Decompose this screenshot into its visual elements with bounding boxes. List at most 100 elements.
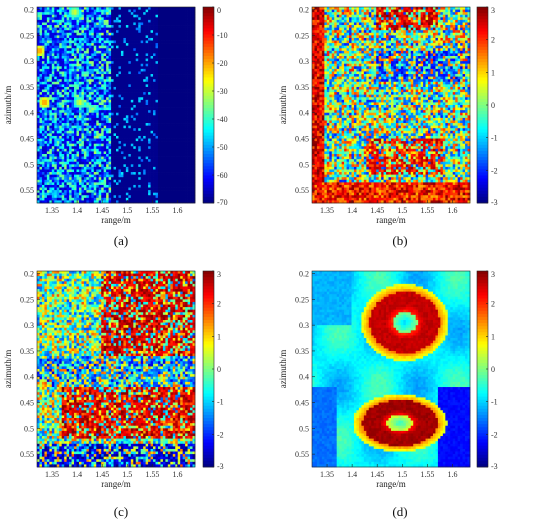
heatmap-cell [157, 9, 161, 13]
heatmap-cell [153, 79, 156, 83]
heatmap-cell [135, 84, 139, 88]
heatmap-cell [101, 135, 105, 139]
heatmap-cell [138, 177, 142, 181]
heatmap-cell [125, 89, 129, 93]
heatmap-cell [140, 84, 144, 88]
heatmap-cell [138, 7, 142, 10]
heatmap-cell [120, 190, 124, 194]
heatmap-cell [167, 9, 171, 13]
heatmap-cell [177, 138, 181, 142]
heatmap-cell [175, 172, 179, 175]
heatmap-cell [170, 169, 174, 173]
heatmap-cell [190, 92, 193, 96]
heatmap-cell [91, 48, 95, 52]
heatmap-cell [56, 99, 60, 103]
heatmap-cell [76, 133, 80, 137]
heatmap-cell [54, 159, 58, 163]
heatmap-cell [59, 12, 63, 16]
heatmap-cell [187, 125, 191, 129]
heatmap-cell [108, 133, 112, 137]
heatmap-cell [145, 58, 149, 62]
heatmap-cell [185, 130, 188, 134]
heatmap-cell [180, 17, 184, 21]
heatmap-cell [167, 97, 171, 101]
heatmap-cell [41, 120, 45, 124]
colorbar-segment [203, 68, 214, 72]
heatmap-cell [185, 125, 188, 129]
heatmap-cell [123, 56, 127, 59]
heatmap-cell [192, 74, 196, 77]
heatmap-cell [88, 105, 92, 108]
heatmap-cell [135, 45, 139, 49]
heatmap-cell [88, 112, 92, 116]
heatmap-cell [128, 94, 132, 98]
heatmap-cell [96, 133, 100, 137]
heatmap-cell [157, 14, 161, 18]
heatmap-cell [111, 102, 114, 106]
heatmap-cell [120, 148, 124, 152]
heatmap-cell [37, 161, 40, 165]
heatmap-cell [165, 130, 169, 134]
heatmap-cell [98, 107, 102, 111]
heatmap-cell [128, 141, 132, 145]
heatmap-cell [51, 12, 55, 16]
heatmap-cell [143, 182, 146, 186]
heatmap-cell [113, 35, 117, 39]
heatmap-cell [123, 63, 127, 67]
heatmap-cell [93, 187, 97, 191]
colorbar-segment [203, 117, 214, 121]
heatmap-cell [172, 86, 176, 90]
heatmap-cell [133, 128, 137, 132]
heatmap-cell [140, 112, 144, 116]
heatmap-cell [66, 30, 70, 34]
heatmap-cell [37, 115, 40, 119]
heatmap-cell [120, 187, 124, 191]
heatmap-cell [69, 138, 72, 142]
heatmap-cell [140, 143, 144, 147]
heatmap-cell [143, 7, 146, 10]
heatmap-cell [113, 148, 117, 152]
heatmap-cell [148, 172, 151, 175]
heatmap-cell [167, 159, 171, 163]
heatmap-cell [180, 187, 184, 191]
heatmap-cell [64, 81, 67, 85]
heatmap-cell [56, 133, 60, 137]
heatmap-cell [170, 19, 174, 23]
heatmap-cell [165, 66, 169, 70]
heatmap-cell [113, 105, 117, 108]
heatmap-cell [128, 50, 132, 54]
heatmap-cell [61, 17, 65, 21]
heatmap-cell [39, 58, 43, 62]
heatmap-cell [162, 177, 166, 181]
heatmap-cell [41, 151, 45, 155]
heatmap-cell [64, 61, 67, 65]
heatmap-cell [138, 66, 142, 70]
heatmap-cell [78, 102, 82, 106]
heatmap-cell [44, 166, 48, 170]
heatmap-cell [83, 184, 87, 188]
heatmap-cell [39, 169, 43, 173]
heatmap-cell [160, 27, 164, 31]
heatmap-cell [153, 94, 156, 98]
heatmap-cell [74, 187, 77, 191]
heatmap-cell [86, 146, 90, 150]
heatmap-cell [339, 7, 342, 10]
heatmap-cell [172, 76, 176, 80]
heatmap-cell [125, 135, 129, 139]
heatmap-cell [113, 151, 117, 155]
heatmap-cell [135, 17, 139, 21]
heatmap-cell [59, 17, 63, 21]
heatmap-cell [39, 53, 43, 57]
heatmap-cell [86, 151, 90, 155]
colorbar-segment [203, 120, 214, 124]
heatmap-cell [140, 159, 144, 163]
heatmap-cell [160, 25, 164, 28]
heatmap-cell [61, 154, 65, 157]
heatmap-cell [150, 195, 154, 199]
heatmap-cell [116, 182, 119, 186]
heatmap-cell [39, 182, 43, 186]
heatmap-cell [118, 9, 122, 13]
heatmap-cell [66, 187, 70, 191]
heatmap-cell [83, 112, 87, 116]
heatmap-cell [192, 146, 196, 150]
